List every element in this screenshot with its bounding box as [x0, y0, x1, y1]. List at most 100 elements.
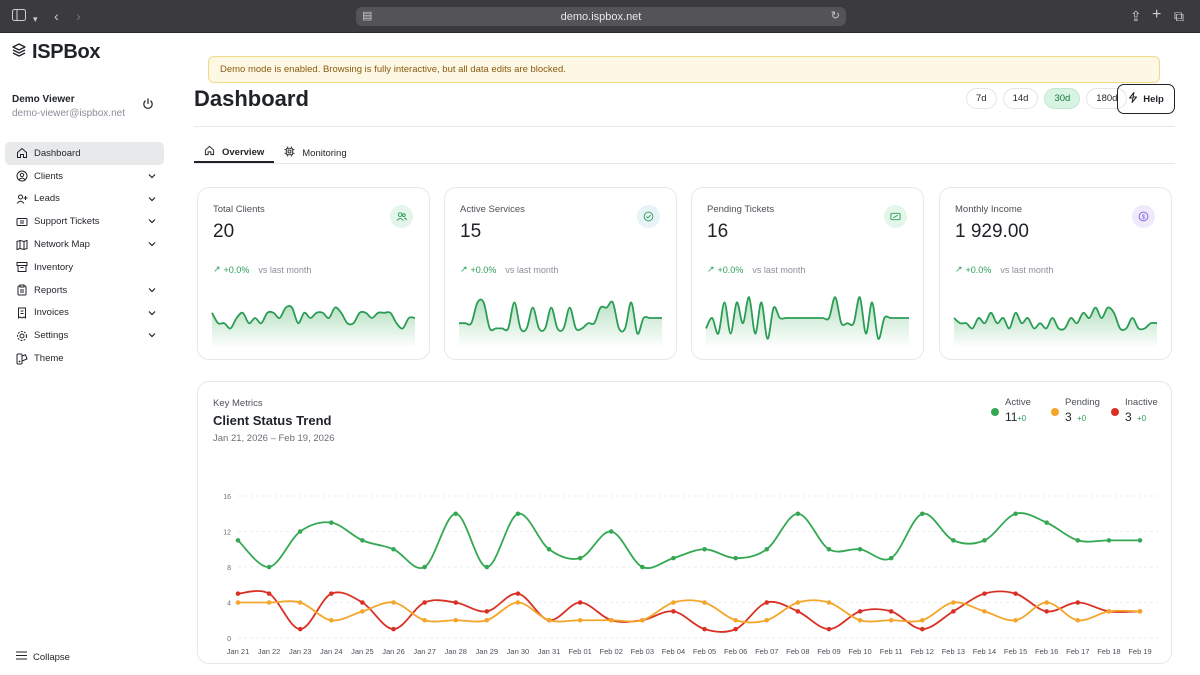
sparkline-area	[706, 297, 909, 348]
x-tick-label: Feb 16	[1035, 647, 1058, 656]
data-point-pending	[733, 617, 738, 623]
range-14d-button[interactable]: 14d	[1002, 88, 1039, 109]
kpi-label: Active Services	[460, 204, 525, 215]
share-icon[interactable]: ⇪	[1130, 8, 1142, 24]
data-point-active	[360, 538, 365, 543]
x-tick-label: Feb 10	[848, 647, 871, 656]
collapse-button[interactable]: Collapse	[16, 651, 70, 663]
range-7d-button[interactable]: 7d	[966, 88, 997, 109]
chevron-down-icon[interactable]	[148, 309, 156, 317]
chart-date-range: Jan 21, 2026 – Feb 19, 2026	[213, 433, 335, 444]
new-tab-icon[interactable]: +	[1152, 6, 1162, 23]
sidebar-item-support-tickets[interactable]: Support Tickets	[5, 210, 164, 233]
x-tick-label: Feb 04	[662, 647, 685, 656]
tab-overview[interactable]: Overview	[194, 143, 275, 163]
trend-up-icon: ↗	[955, 264, 963, 274]
data-point-active	[764, 546, 770, 552]
range-30d-button[interactable]: 30d	[1044, 88, 1081, 109]
data-point-inactive	[951, 609, 956, 614]
chevron-down-icon[interactable]: ▾	[33, 14, 38, 24]
kpi-card-active-services[interactable]: Active Services 15 ↗ +0.0% vs last month	[444, 187, 677, 360]
x-tick-label: Feb 06	[724, 647, 747, 656]
data-point-active	[484, 564, 490, 570]
data-point-inactive	[484, 609, 490, 614]
data-point-active	[1013, 511, 1018, 517]
kpi-delta: ↗ +0.0% vs last month	[460, 264, 559, 275]
chevron-down-icon[interactable]	[148, 331, 156, 339]
data-point-pending	[1013, 617, 1018, 623]
tab-monitoring[interactable]: Monitoring	[274, 143, 356, 163]
tab-overview-icon[interactable]: ⧉	[1174, 8, 1184, 24]
chevron-down-icon[interactable]	[148, 240, 156, 248]
url-text: demo.ispbox.net	[560, 10, 642, 23]
chevron-down-icon[interactable]	[148, 195, 156, 203]
data-point-pending	[608, 617, 614, 623]
sidebar-toggle-icon[interactable]	[12, 8, 26, 24]
data-point-inactive	[1075, 600, 1081, 605]
data-point-pending	[329, 617, 334, 623]
data-point-pending	[360, 609, 365, 614]
legend-dot	[1051, 408, 1059, 416]
back-icon[interactable]: ‹	[54, 8, 59, 24]
sidebar-item-label: Reports	[34, 284, 68, 296]
y-tick-label: 16	[223, 494, 231, 501]
data-point-pending	[235, 600, 241, 605]
sidebar-item-inventory[interactable]: Inventory	[5, 256, 164, 279]
sidebar-item-network-map[interactable]: Network Map	[5, 233, 164, 256]
power-icon[interactable]	[142, 97, 156, 111]
sparkline-line	[705, 296, 909, 340]
chevron-down-icon[interactable]	[148, 172, 156, 180]
page-settings-icon[interactable]: ▤	[362, 10, 373, 22]
y-tick-label: 4	[227, 601, 231, 608]
data-point-inactive	[826, 626, 832, 632]
help-label: Help	[1143, 93, 1164, 105]
ticket-icon	[16, 216, 28, 228]
legend-dot	[991, 408, 999, 416]
x-tick-label: Feb 12	[911, 647, 934, 656]
forward-icon[interactable]: ›	[76, 8, 81, 24]
kpi-card-monthly-income[interactable]: Monthly Income 1 929.00 $ ↗ +0.0% vs last …	[939, 187, 1172, 360]
sidebar-item-theme[interactable]: Theme	[5, 347, 164, 370]
data-point-active	[577, 555, 583, 561]
data-point-active	[235, 538, 241, 543]
data-point-active	[1106, 538, 1112, 543]
user-info: Demo Viewer demo-viewer@ispbox.net	[12, 94, 125, 119]
kpi-value: 15	[460, 221, 482, 242]
x-tick-label: Jan 26	[382, 647, 405, 656]
home-icon	[204, 145, 215, 159]
kpi-card-pending-tickets[interactable]: Pending Tickets 16 ↗ +0.0% vs last month	[691, 187, 924, 360]
sidebar-item-reports[interactable]: Reports	[5, 279, 164, 302]
address-bar[interactable]: ▤ demo.ispbox.net ↻	[356, 7, 846, 26]
chevron-down-icon[interactable]	[148, 217, 156, 225]
chevron-down-icon[interactable]	[148, 286, 156, 294]
sidebar-item-clients[interactable]: Clients	[5, 165, 164, 188]
x-tick-label: Feb 11	[880, 647, 903, 656]
sidebar-item-leads[interactable]: Leads	[5, 188, 164, 211]
sidebar-item-dashboard[interactable]: Dashboard	[5, 142, 164, 165]
data-point-pending	[1044, 600, 1049, 605]
data-point-pending	[1137, 609, 1143, 614]
kpi-label: Total Clients	[213, 204, 265, 215]
data-point-inactive	[515, 591, 521, 596]
brand[interactable]: ISPBox	[12, 41, 101, 64]
tab-label: Monitoring	[302, 147, 347, 159]
page-title: Dashboard	[194, 86, 309, 111]
data-point-pending	[982, 609, 987, 614]
x-tick-label: Jan 21	[227, 647, 250, 656]
help-button[interactable]: Help	[1117, 84, 1175, 114]
kpi-value: 1 929.00	[955, 221, 1029, 242]
ticket-icon	[884, 205, 907, 228]
x-tick-label: Feb 15	[1004, 647, 1027, 656]
client-status-trend-card: Key Metrics Client Status Trend Jan 21, …	[197, 381, 1172, 664]
reload-icon[interactable]: ↻	[830, 10, 840, 22]
sidebar-item-settings[interactable]: Settings	[5, 324, 164, 347]
svg-text:$: $	[1142, 214, 1146, 221]
legend-dot	[1111, 408, 1119, 416]
data-point-inactive	[360, 600, 365, 605]
app-name: ISPBox	[32, 41, 101, 63]
data-point-active	[733, 555, 738, 561]
kpi-card-total-clients[interactable]: Total Clients 20 ↗ +0.0% vs last month	[197, 187, 430, 360]
data-point-active	[888, 555, 894, 561]
sidebar-item-invoices[interactable]: Invoices	[5, 302, 164, 325]
x-tick-label: Jan 24	[320, 647, 343, 656]
